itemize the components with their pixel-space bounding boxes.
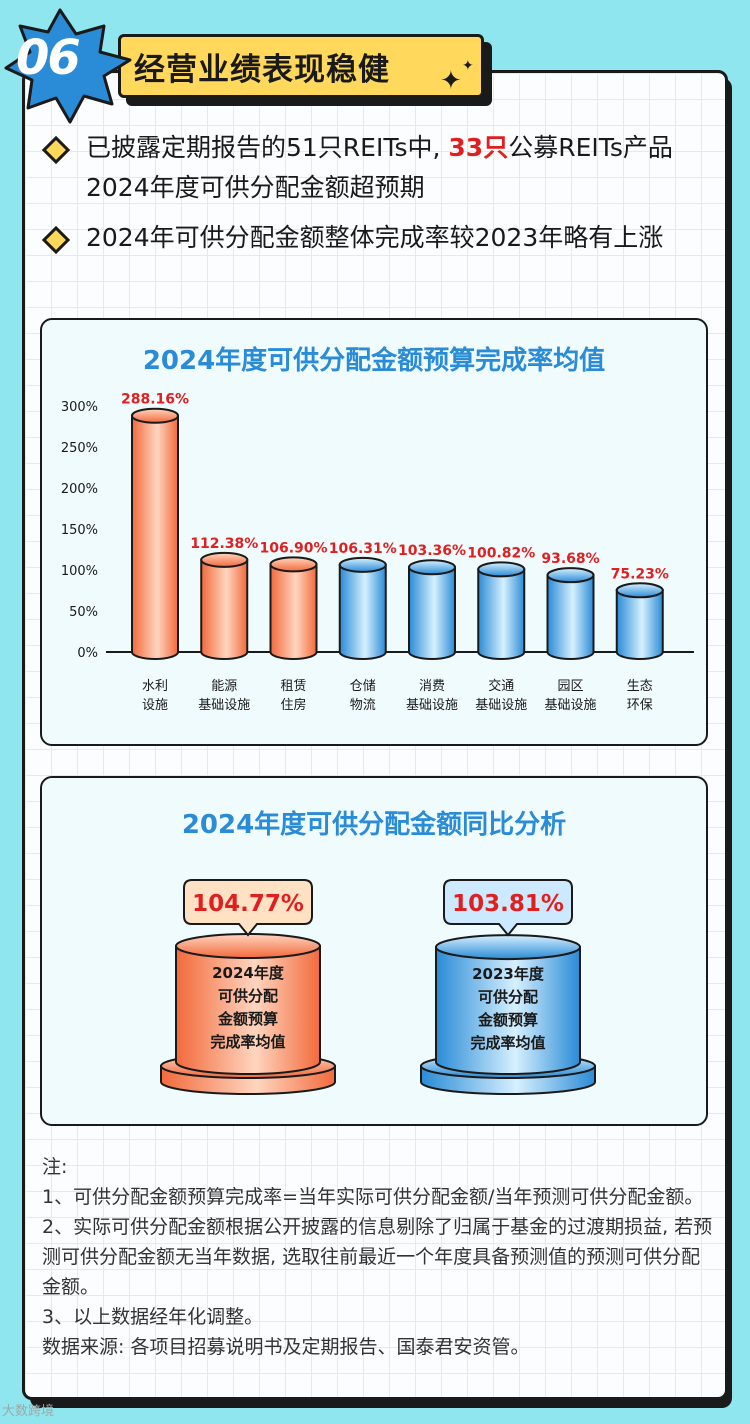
category-label: 消费	[419, 679, 445, 694]
yoy-category-label: 可供分配	[218, 987, 278, 1005]
chart-panel-yoy: 2024年度可供分配金额同比分析 2024年度 可供分配 金额预算 完成率均值 104.…	[40, 776, 708, 1126]
section-badge	[4, 8, 132, 124]
y-tick-label: 50%	[69, 605, 98, 620]
yoy-category-label: 2023年度	[472, 965, 545, 983]
category-label: 物流	[350, 698, 376, 713]
note-line-3: 3、以上数据经年化调整。	[42, 1306, 264, 1328]
category-label: 基础设施	[198, 698, 250, 713]
data-label: 106.31%	[329, 541, 397, 557]
yoy-cylinder-1	[160, 933, 336, 1095]
bar-2	[200, 551, 249, 660]
data-label: 288.16%	[121, 392, 189, 408]
data-label: 93.68%	[541, 551, 599, 567]
notes: 注: 1、可供分配金额预算完成率=当年实际可供分配金额/当年预测可供分配金额。 …	[42, 1152, 714, 1362]
yoy-data-label: 104.77%	[192, 891, 304, 917]
yoy-category-label: 可供分配	[478, 988, 538, 1006]
y-tick-label: 0%	[77, 646, 98, 661]
notes-heading: 注:	[42, 1156, 68, 1178]
data-label: 112.38%	[190, 536, 258, 552]
bar-1	[131, 407, 179, 660]
yoy-category-label: 完成率均值	[210, 1033, 285, 1051]
category-label: 交通	[488, 678, 514, 694]
bar-8	[615, 582, 664, 660]
y-tick-label: 300%	[61, 400, 98, 415]
note-line-2: 2、实际可供分配金额根据公开披露的信息剔除了归属于基金的过渡期损益, 若预测可供…	[42, 1216, 713, 1298]
category-label: 设施	[142, 698, 168, 713]
data-label: 100.82%	[467, 545, 535, 561]
data-label: 103.36%	[398, 543, 466, 559]
category-label: 基础设施	[406, 698, 458, 713]
yoy-cylinder-2	[420, 934, 596, 1095]
watermark-logo: 大数跨境	[2, 1404, 55, 1419]
category-label: 水利	[142, 679, 168, 694]
y-tick-label: 100%	[61, 564, 98, 579]
bar-6	[477, 561, 526, 660]
bullet-1-highlight: 33只	[448, 133, 509, 162]
category-label: 住房	[280, 697, 306, 713]
category-label: 基础设施	[544, 698, 596, 713]
bullet-1: 已披露定期报告的51只REITs中, 33只公募REITs产品2024年度可供分…	[41, 128, 706, 208]
page-title: 经营业绩表现稳健	[134, 52, 390, 88]
callout-bubble	[443, 879, 573, 937]
yoy-category-label: 金额预算	[477, 1011, 538, 1029]
y-tick-label: 150%	[61, 523, 98, 538]
category-label: 园区	[557, 679, 583, 694]
chart-2-title: 2024年度可供分配金额同比分析	[181, 810, 567, 840]
bar-7	[546, 567, 595, 660]
bullet-1-text-pre: 已披露定期报告的51只REITs中,	[86, 133, 449, 162]
yoy-data-label: 103.81%	[452, 891, 564, 917]
callout-bubble	[183, 879, 313, 937]
yoy-category-label: 2024年度	[212, 964, 285, 982]
yoy-category-label: 金额预算	[217, 1010, 278, 1028]
category-label: 仓储	[350, 679, 376, 694]
bar-5	[408, 559, 456, 660]
category-label: 生态	[627, 679, 653, 694]
category-label: 租赁	[280, 679, 306, 694]
y-tick-label: 250%	[61, 441, 98, 456]
category-label: 环保	[627, 698, 653, 713]
note-source: 数据来源: 各项目招募说明书及定期报告、国泰君安资管。	[42, 1336, 530, 1358]
bullet-2-text: 2024年可供分配金额整体完成率较2023年略有上涨	[86, 223, 664, 252]
note-line-1: 1、可供分配金额预算完成率=当年实际可供分配金额/当年预测可供分配金额。	[42, 1186, 704, 1208]
category-label: 能源	[211, 679, 237, 694]
chart-2-svg: 2024年度可供分配金额预算完成率均值104.77%2023年度可供分配金额预算…	[160, 879, 596, 1095]
y-tick-label: 200%	[61, 482, 98, 497]
data-label: 106.90%	[259, 540, 327, 556]
sparkle-icon: ✦	[440, 66, 462, 96]
bullet-2: 2024年可供分配金额整体完成率较2023年略有上涨	[41, 218, 706, 258]
data-label: 75.23%	[611, 566, 669, 582]
chart-panel-completion: 2024年度可供分配金额预算完成率均值 0% 50% 100% 150% 200% 250…	[40, 318, 708, 746]
category-label: 基础设施	[475, 698, 527, 713]
yoy-category-label: 完成率均值	[470, 1034, 545, 1052]
chart-1-title: 2024年度可供分配金额预算完成率均值	[142, 346, 606, 376]
section-number: 06	[16, 30, 81, 86]
sparkle-small-icon: ✦	[462, 58, 474, 74]
bar-4	[338, 556, 387, 660]
bullet-1-text-post: 公募REITs产品2024年度可供分配金额超预期	[86, 133, 673, 202]
bar-3	[269, 556, 318, 660]
